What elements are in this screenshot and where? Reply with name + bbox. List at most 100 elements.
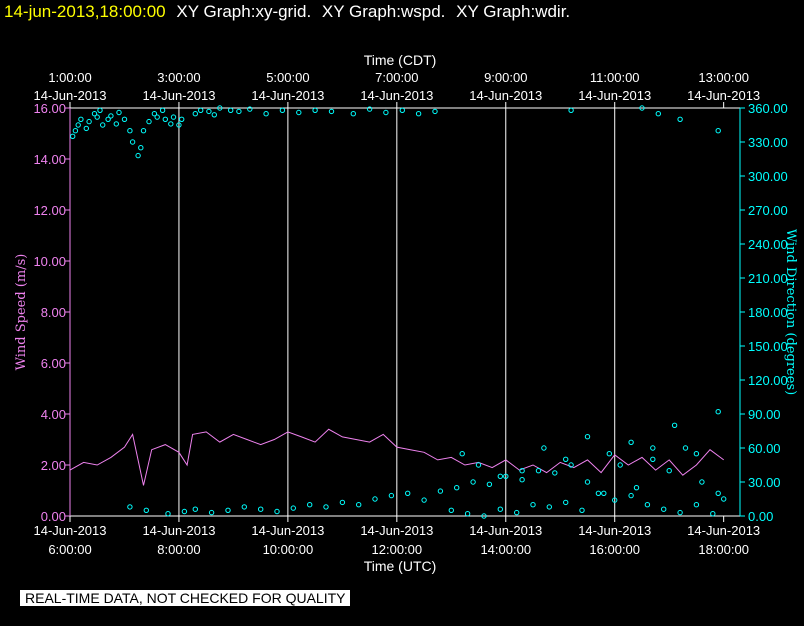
wind-direction-point bbox=[579, 507, 585, 513]
right-tick-label: 270.00 bbox=[748, 203, 788, 218]
wind-direction-point bbox=[323, 504, 329, 510]
wind-direction-point bbox=[129, 139, 136, 145]
wind-direction-point bbox=[633, 485, 640, 491]
wind-direction-point bbox=[650, 445, 656, 451]
wind-direction-point bbox=[650, 456, 656, 462]
wind-direction-point bbox=[617, 462, 623, 468]
wind-direction-point bbox=[677, 509, 683, 516]
wind-direction-point bbox=[86, 118, 92, 125]
wind-direction-point bbox=[715, 409, 721, 415]
left-tick-label: 2.00 bbox=[41, 458, 66, 473]
bottom-tick-date: 14-Jun-2013 bbox=[360, 523, 433, 538]
top-tick-date: 14-Jun-2013 bbox=[687, 88, 760, 103]
top-tick-time: 13:00:00 bbox=[698, 70, 749, 85]
wind-direction-point bbox=[715, 128, 721, 134]
left-tick-label: 12.00 bbox=[33, 203, 66, 218]
top-tick-time: 1:00:00 bbox=[48, 70, 91, 85]
wind-direction-point bbox=[236, 108, 242, 115]
wind-direction-point bbox=[514, 509, 520, 516]
right-tick-label: 0.00 bbox=[748, 509, 773, 524]
wind-direction-point bbox=[113, 121, 120, 127]
wind-direction-point bbox=[475, 462, 482, 468]
wind-direction-point bbox=[568, 462, 574, 468]
wind-direction-point bbox=[274, 508, 280, 515]
bottom-tick-time: 10:00:00 bbox=[263, 542, 314, 557]
wind-direction-point bbox=[519, 468, 525, 474]
wind-direction-point bbox=[225, 507, 231, 513]
right-tick-label: 360.00 bbox=[748, 101, 788, 116]
wind-direction-point bbox=[639, 105, 645, 111]
wind-direction-point bbox=[584, 479, 591, 485]
right-tick-label: 240.00 bbox=[748, 237, 788, 252]
wind-direction-point bbox=[595, 490, 602, 496]
top-tick-date: 14-Jun-2013 bbox=[251, 88, 324, 103]
wind-direction-point bbox=[211, 112, 218, 118]
bottom-tick-time: 8:00:00 bbox=[157, 542, 200, 557]
wind-direction-point bbox=[108, 113, 114, 119]
wind-direction-point bbox=[568, 107, 574, 114]
wind-direction-point bbox=[83, 125, 90, 132]
wind-direction-point bbox=[366, 106, 373, 112]
wind-direction-point bbox=[307, 502, 313, 508]
wind-direction-point bbox=[552, 470, 558, 476]
bottom-axis-label: Time (UTC) bbox=[364, 558, 437, 574]
cdt-time-axis: 1:00:00 14-Jun-2013 3:00:00 14-Jun-2013 5:00… bbox=[34, 70, 760, 108]
right-tick-label: 300.00 bbox=[748, 169, 788, 184]
wind-direction-point bbox=[179, 116, 185, 123]
wind-direction-point bbox=[208, 509, 215, 516]
wind-direction-point bbox=[715, 490, 721, 496]
wind-direction-point bbox=[350, 111, 356, 117]
wind-direction-point bbox=[127, 128, 133, 134]
wind-direction-point bbox=[165, 511, 171, 517]
left-tick-label: 0.00 bbox=[41, 509, 66, 524]
wind-direction-point bbox=[677, 116, 683, 123]
wind-direction-point bbox=[454, 485, 460, 491]
wind-direction-point bbox=[135, 152, 141, 159]
right-tick-label: 330.00 bbox=[748, 135, 788, 150]
right-tick-label: 120.00 bbox=[748, 373, 788, 388]
wind-direction-series bbox=[70, 105, 727, 519]
wind-direction-point bbox=[206, 108, 212, 115]
top-tick-date: 14-Jun-2013 bbox=[578, 88, 651, 103]
wind-direction-point bbox=[448, 507, 454, 513]
top-tick-date: 14-Jun-2013 bbox=[34, 88, 107, 103]
wind-direction-point bbox=[437, 488, 444, 494]
wind-direction-point bbox=[503, 473, 509, 479]
wind-direction-point bbox=[563, 456, 569, 462]
wind-direction-point bbox=[606, 451, 612, 457]
graph-name-wdir: XY Graph:wdir. bbox=[456, 2, 571, 21]
wind-direction-point bbox=[328, 108, 335, 115]
wind-direction-point bbox=[116, 109, 122, 116]
wind-direction-point bbox=[91, 111, 98, 117]
wind-speed-line bbox=[69, 428, 724, 486]
right-tick-label: 90.00 bbox=[748, 407, 781, 422]
wind-direction-point bbox=[162, 116, 169, 123]
wind-direction-point bbox=[356, 502, 362, 508]
wind-direction-point bbox=[666, 468, 672, 474]
wind-direction-point bbox=[75, 122, 81, 128]
wind-direction-point bbox=[127, 504, 133, 510]
wind-direction-point bbox=[535, 468, 542, 474]
wind-direction-point bbox=[497, 473, 503, 479]
wind-direction-point bbox=[541, 445, 547, 451]
wind-direction-point bbox=[105, 116, 111, 123]
bottom-tick-date: 14-Jun-2013 bbox=[578, 523, 651, 538]
wind-direction-point bbox=[228, 107, 234, 114]
top-tick-time: 3:00:00 bbox=[157, 70, 200, 85]
wind-direction-point bbox=[168, 121, 174, 127]
wind-direction-point bbox=[383, 109, 389, 116]
wind-direction-point bbox=[198, 107, 204, 114]
wind-direction-point bbox=[192, 506, 199, 512]
wind-direction-point bbox=[217, 105, 223, 111]
wind-direction-point bbox=[470, 479, 476, 485]
wind-direction-point bbox=[70, 133, 76, 140]
wind-direction-point bbox=[78, 116, 84, 123]
wind-direction-point bbox=[247, 106, 253, 112]
wind-speed-axis: 0.00 2.00 4.00 6.00 8.00 10.00 12.00 14.00 16.00 bbox=[33, 101, 71, 524]
bottom-tick-time: 16:00:00 bbox=[589, 542, 640, 557]
wind-direction-point bbox=[421, 497, 427, 503]
wind-direction-point bbox=[279, 107, 286, 114]
bottom-tick-time: 12:00:00 bbox=[372, 542, 423, 557]
wind-direction-point bbox=[143, 507, 150, 513]
right-tick-label: 30.00 bbox=[748, 475, 781, 490]
